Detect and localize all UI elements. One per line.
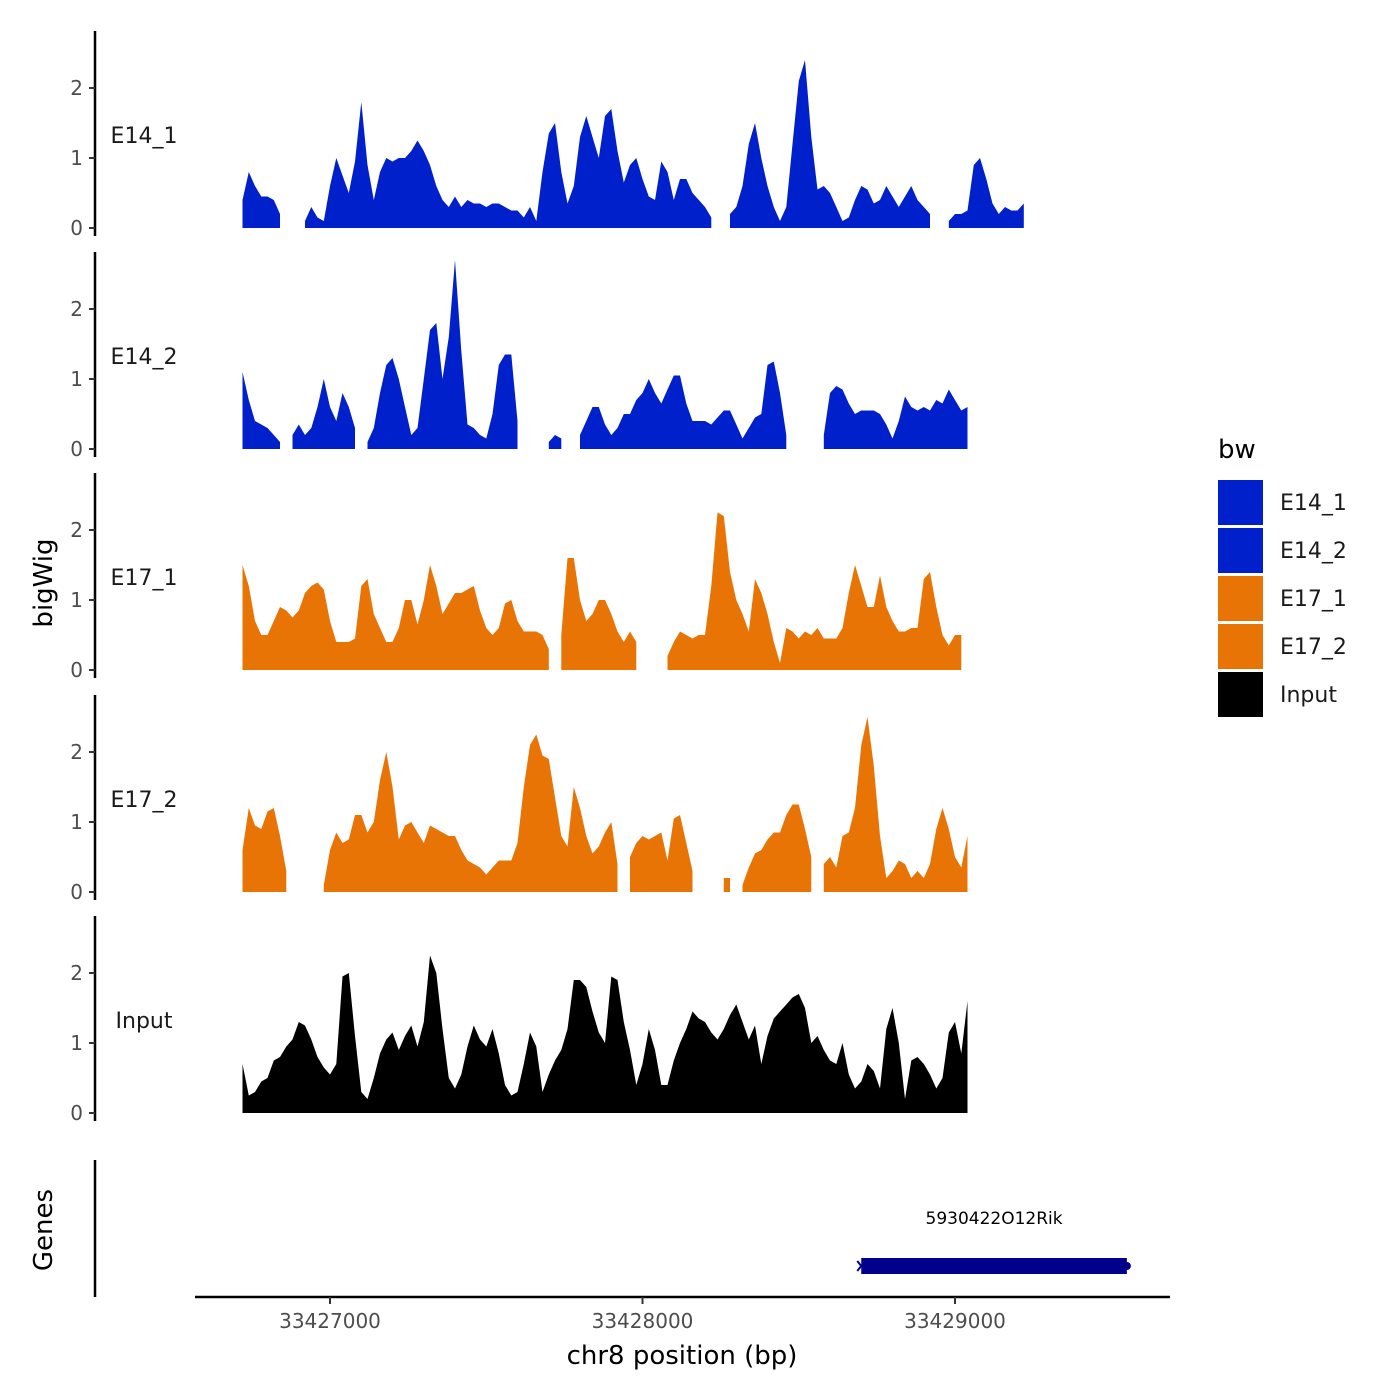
gene-5930422o12rik: 5930422O12Rik (856, 1209, 1131, 1274)
coverage-area-e14-2-4 (580, 361, 787, 449)
legend-title: bw (1218, 435, 1256, 465)
coverage-area-e17-2-5 (823, 717, 968, 892)
coverage-area-e17-2-4 (742, 804, 812, 892)
track-label-e14-1: E14_1 (111, 124, 178, 149)
coverage-area-e14-1-2 (730, 60, 930, 228)
legend-swatch (1218, 576, 1263, 621)
y-axis-title: bigWig (29, 538, 59, 627)
coverage-area-e14-1-3 (948, 158, 1024, 228)
coverage-area-e14-1-1 (305, 102, 712, 228)
y-tick-label: 2 (70, 297, 83, 321)
y-tick-label: 0 (70, 658, 83, 682)
x-tick-label: 33427000 (279, 1309, 381, 1333)
gene-body (861, 1258, 1127, 1274)
y-tick-label: 2 (70, 518, 83, 542)
coverage-area-e14-2-2 (367, 260, 518, 449)
track-label-e14-2: E14_2 (111, 345, 178, 370)
y-tick-label: 0 (70, 216, 83, 240)
y-tick-label: 1 (70, 1031, 83, 1055)
coverage-area-e17-2-3 (723, 878, 730, 892)
track-label-input: Input (116, 1009, 173, 1034)
coverage-area-e17-1-2 (667, 512, 962, 670)
legend-swatch (1218, 624, 1263, 669)
y-tick-label: 0 (70, 1101, 83, 1125)
coverage-area-e17-1-1 (561, 558, 637, 670)
legend-item-e14-1: E14_1 (1218, 480, 1347, 525)
legend-item-e17-1: E17_1 (1218, 576, 1347, 621)
coverage-area-e17-2-2 (630, 815, 693, 892)
coverage-area-e14-2-0 (242, 372, 280, 449)
legend-label: E17_2 (1280, 635, 1347, 660)
legend-label: Input (1280, 683, 1337, 708)
legend-label: E14_1 (1280, 491, 1347, 516)
legend-label: E17_1 (1280, 587, 1347, 612)
genes-axis-title: Genes (29, 1189, 59, 1271)
legend-item-e14-2: E14_2 (1218, 528, 1347, 573)
y-tick-label: 2 (70, 740, 83, 764)
y-tick-label: 2 (70, 76, 83, 100)
legend-item-input: Input (1218, 672, 1337, 717)
y-tick-label: 0 (70, 437, 83, 461)
legend-label: E14_2 (1280, 539, 1347, 564)
coverage-area-e17-2-0 (242, 808, 287, 892)
gene-strand-mark (856, 1260, 867, 1272)
coverage-area-e14-2-1 (292, 379, 355, 449)
coverage-area-e17-2-1 (323, 734, 618, 892)
y-tick-label: 1 (70, 588, 83, 612)
track-e17-1: 0 1 2 E17_1 (70, 473, 962, 682)
y-tick-label: 1 (70, 146, 83, 170)
coverage-area-e17-1-0 (242, 565, 549, 670)
genes-panel: 5930422O12Rik (93, 1160, 1131, 1297)
coverage-area-e14-2-5 (823, 386, 968, 449)
legend-swatch (1218, 672, 1263, 717)
x-tick-label: 33429000 (904, 1309, 1006, 1333)
y-tick-label: 1 (70, 367, 83, 391)
track-label-e17-1: E17_1 (111, 566, 178, 591)
track-label-e17-2: E17_2 (111, 788, 178, 813)
track-input: 0 1 2 Input (70, 916, 968, 1125)
legend-swatch (1218, 528, 1263, 573)
y-tick-label: 2 (70, 961, 83, 985)
y-tick-label: 1 (70, 810, 83, 834)
track-e17-2: 0 1 2 E17_2 (70, 695, 968, 904)
x-axis: 33427000 33428000 33429000 (195, 1295, 1170, 1333)
gene-end-mark (1122, 1262, 1131, 1270)
track-e14-2: 0 1 2 E14_2 (70, 252, 968, 461)
coverage-area-e14-2-3 (548, 435, 562, 449)
gene-label: 5930422O12Rik (926, 1209, 1063, 1229)
coverage-area-input-0 (242, 955, 968, 1113)
legend: bw E14_1 E14_2 E17_1 E17_2 Input (1218, 435, 1347, 717)
x-tick-label: 33428000 (592, 1309, 694, 1333)
y-tick-label: 0 (70, 880, 83, 904)
coverage-area-e14-1-0 (242, 172, 280, 228)
legend-swatch (1218, 480, 1263, 525)
coverage-tracks: 0 1 2 E14_1 0 1 2 E14_2 0 1 2 E17_1 0 1 2 E17_2 0 1 2 Input (70, 31, 1024, 1125)
legend-item-e17-2: E17_2 (1218, 624, 1347, 669)
x-axis-title: chr8 position (bp) (567, 1341, 798, 1371)
track-e14-1: 0 1 2 E14_1 (70, 31, 1024, 240)
